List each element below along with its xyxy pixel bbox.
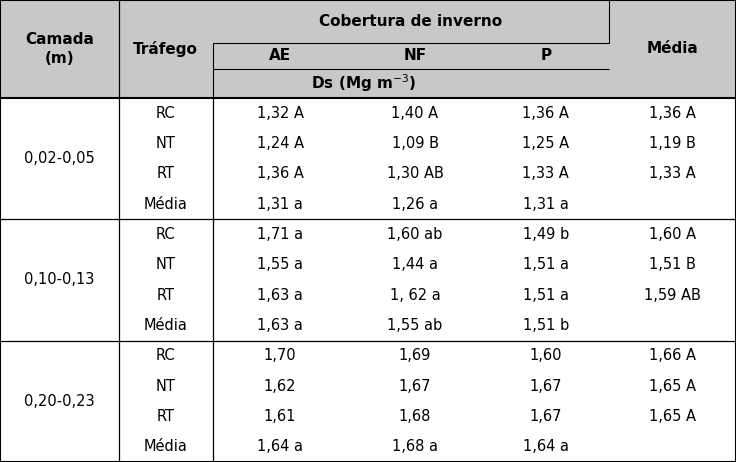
Text: 1,36 A: 1,36 A (257, 166, 303, 181)
Text: 1,62: 1,62 (263, 379, 297, 394)
Text: P: P (540, 49, 551, 63)
Text: 1,36 A: 1,36 A (649, 106, 696, 121)
Text: AE: AE (269, 49, 291, 63)
Text: 1,60: 1,60 (530, 348, 562, 363)
Text: NT: NT (155, 379, 176, 394)
Text: 1,65 A: 1,65 A (649, 379, 696, 394)
Text: 1,61: 1,61 (264, 409, 297, 424)
Text: 1,33 A: 1,33 A (523, 166, 569, 181)
Text: 1,65 A: 1,65 A (649, 409, 696, 424)
Text: 1,60 A: 1,60 A (649, 227, 696, 242)
Text: Cobertura de inverno: Cobertura de inverno (319, 14, 503, 29)
Text: RC: RC (156, 106, 175, 121)
Text: 1,31 a: 1,31 a (257, 197, 303, 212)
Text: RT: RT (157, 166, 174, 181)
Text: 1,71 a: 1,71 a (257, 227, 303, 242)
Text: 1,66 A: 1,66 A (649, 348, 696, 363)
Text: 1,59 AB: 1,59 AB (644, 288, 701, 303)
Text: Média: Média (144, 197, 188, 212)
Text: Média: Média (144, 439, 188, 454)
Text: 1,55 ab: 1,55 ab (387, 318, 442, 333)
Text: 1,60 ab: 1,60 ab (387, 227, 443, 242)
Text: 1,19 B: 1,19 B (649, 136, 696, 151)
Text: 1,67: 1,67 (530, 379, 562, 394)
Text: NT: NT (155, 257, 176, 272)
Text: 1,33 A: 1,33 A (649, 166, 696, 181)
Text: 1,70: 1,70 (263, 348, 297, 363)
Text: Camada
(m): Camada (m) (25, 32, 93, 66)
Text: 1,51 B: 1,51 B (649, 257, 696, 272)
Text: 1,24 A: 1,24 A (257, 136, 304, 151)
Text: Ds (Mg m$^{-3}$): Ds (Mg m$^{-3}$) (311, 73, 417, 94)
Text: 1,68: 1,68 (399, 409, 431, 424)
Text: 1,64 a: 1,64 a (257, 439, 303, 454)
Text: 1,26 a: 1,26 a (392, 197, 438, 212)
Text: 1,09 B: 1,09 B (392, 136, 439, 151)
Text: 1,55 a: 1,55 a (257, 257, 303, 272)
Text: 1,25 A: 1,25 A (523, 136, 570, 151)
Text: 1,68 a: 1,68 a (392, 439, 438, 454)
Text: Tráfego: Tráfego (133, 41, 198, 57)
Text: RT: RT (157, 409, 174, 424)
Text: 1,44 a: 1,44 a (392, 257, 438, 272)
Text: RC: RC (156, 227, 175, 242)
Text: 1,67: 1,67 (530, 409, 562, 424)
Text: 1,31 a: 1,31 a (523, 197, 569, 212)
Text: 1,49 b: 1,49 b (523, 227, 569, 242)
Text: 1,63 a: 1,63 a (257, 318, 303, 333)
Text: RC: RC (156, 348, 175, 363)
Text: 1,67: 1,67 (399, 379, 431, 394)
Text: NT: NT (155, 136, 176, 151)
Text: Média: Média (647, 42, 698, 56)
Text: 1,51 a: 1,51 a (523, 257, 569, 272)
Text: 1,64 a: 1,64 a (523, 439, 569, 454)
Text: 1, 62 a: 1, 62 a (389, 288, 440, 303)
Text: 1,36 A: 1,36 A (523, 106, 570, 121)
Text: 1,51 b: 1,51 b (523, 318, 569, 333)
Text: 1,40 A: 1,40 A (392, 106, 439, 121)
Text: RT: RT (157, 288, 174, 303)
Text: 0,02-0,05: 0,02-0,05 (24, 151, 95, 166)
Bar (0, 98, 736, 462)
Text: Média: Média (144, 318, 188, 333)
Text: 0,10-0,13: 0,10-0,13 (24, 273, 94, 287)
Text: 1,51 a: 1,51 a (523, 288, 569, 303)
Text: 1,69: 1,69 (399, 348, 431, 363)
Text: NF: NF (403, 49, 427, 63)
Text: 1,30 AB: 1,30 AB (386, 166, 444, 181)
Text: 1,63 a: 1,63 a (257, 288, 303, 303)
Text: 1,32 A: 1,32 A (257, 106, 303, 121)
Text: 0,20-0,23: 0,20-0,23 (24, 394, 95, 409)
Bar (0, 0, 736, 98)
